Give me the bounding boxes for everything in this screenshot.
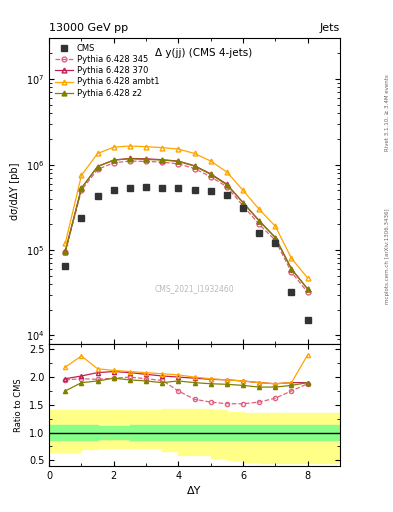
Pythia 6.428 z2 (305, 286, 310, 292)
Pythia 6.428 370 (273, 234, 278, 241)
Pythia 6.428 370 (128, 156, 132, 162)
Pythia 6.428 ambt1 (305, 275, 310, 281)
CMS (273, 240, 278, 246)
Pythia 6.428 z2 (128, 156, 132, 162)
Legend: CMS, Pythia 6.428 345, Pythia 6.428 370, Pythia 6.428 ambt1, Pythia 6.428 z2: CMS, Pythia 6.428 345, Pythia 6.428 370,… (51, 41, 162, 101)
Pythia 6.428 z2 (241, 200, 245, 206)
CMS (192, 186, 197, 193)
Pythia 6.428 ambt1 (241, 187, 245, 194)
Pythia 6.428 345 (111, 160, 116, 166)
Pythia 6.428 ambt1 (160, 144, 165, 151)
Pythia 6.428 370 (160, 157, 165, 163)
Pythia 6.428 z2 (273, 234, 278, 241)
Pythia 6.428 z2 (95, 163, 100, 169)
Pythia 6.428 345 (128, 158, 132, 164)
Pythia 6.428 z2 (79, 185, 84, 191)
Pythia 6.428 z2 (257, 218, 261, 224)
Pythia 6.428 345 (241, 203, 245, 209)
Pythia 6.428 345 (95, 166, 100, 173)
Pythia 6.428 z2 (224, 182, 229, 188)
Pythia 6.428 345 (160, 159, 165, 165)
Pythia 6.428 ambt1 (144, 144, 149, 150)
Pythia 6.428 345 (305, 289, 310, 295)
Pythia 6.428 z2 (63, 249, 68, 255)
Pythia 6.428 ambt1 (79, 172, 84, 178)
CMS (224, 192, 229, 198)
Pythia 6.428 z2 (176, 158, 181, 164)
Pythia 6.428 ambt1 (224, 169, 229, 175)
Pythia 6.428 z2 (208, 171, 213, 177)
X-axis label: ΔY: ΔY (187, 486, 202, 496)
Pythia 6.428 370 (95, 163, 100, 169)
Y-axis label: Ratio to CMS: Ratio to CMS (14, 378, 23, 432)
Pythia 6.428 370 (208, 171, 213, 177)
Pythia 6.428 345 (192, 165, 197, 172)
Pythia 6.428 345 (224, 184, 229, 190)
Pythia 6.428 370 (63, 248, 68, 254)
CMS (208, 188, 213, 194)
Pythia 6.428 z2 (144, 156, 149, 162)
CMS (63, 263, 68, 269)
Pythia 6.428 ambt1 (257, 206, 261, 212)
Y-axis label: dσ/dΔY [pb]: dσ/dΔY [pb] (10, 162, 20, 220)
Text: 13000 GeV pp: 13000 GeV pp (49, 23, 128, 33)
Text: Rivet 3.1.10, ≥ 3.4M events: Rivet 3.1.10, ≥ 3.4M events (385, 74, 389, 151)
Text: CMS_2021_I1932460: CMS_2021_I1932460 (155, 284, 234, 293)
Pythia 6.428 ambt1 (208, 158, 213, 164)
Pythia 6.428 370 (257, 218, 261, 224)
CMS (241, 205, 245, 211)
Pythia 6.428 345 (63, 249, 68, 255)
Pythia 6.428 370 (241, 200, 245, 206)
CMS (257, 229, 261, 236)
CMS (289, 289, 294, 295)
Pythia 6.428 370 (224, 181, 229, 187)
Pythia 6.428 370 (289, 266, 294, 272)
CMS (95, 193, 100, 199)
CMS (144, 184, 149, 190)
Text: mcplots.cern.ch [arXiv:1306.3436]: mcplots.cern.ch [arXiv:1306.3436] (385, 208, 389, 304)
Pythia 6.428 ambt1 (95, 151, 100, 157)
Line: Pythia 6.428 ambt1: Pythia 6.428 ambt1 (63, 143, 310, 281)
Pythia 6.428 370 (176, 158, 181, 164)
Pythia 6.428 z2 (289, 266, 294, 272)
Pythia 6.428 z2 (160, 157, 165, 163)
Pythia 6.428 ambt1 (128, 143, 132, 149)
Pythia 6.428 345 (257, 221, 261, 227)
Pythia 6.428 370 (192, 163, 197, 169)
Pythia 6.428 370 (144, 156, 149, 162)
Pythia 6.428 370 (305, 286, 310, 292)
Pythia 6.428 345 (208, 174, 213, 180)
Line: CMS: CMS (62, 184, 311, 324)
Pythia 6.428 345 (273, 237, 278, 243)
CMS (305, 317, 310, 324)
Pythia 6.428 ambt1 (289, 255, 294, 262)
CMS (160, 185, 165, 191)
Pythia 6.428 z2 (111, 157, 116, 163)
Pythia 6.428 z2 (192, 163, 197, 169)
CMS (79, 215, 84, 221)
Line: Pythia 6.428 370: Pythia 6.428 370 (63, 156, 310, 291)
Pythia 6.428 345 (79, 187, 84, 194)
Pythia 6.428 ambt1 (176, 146, 181, 152)
Pythia 6.428 ambt1 (273, 223, 278, 229)
Pythia 6.428 345 (144, 158, 149, 164)
Line: Pythia 6.428 345: Pythia 6.428 345 (63, 159, 310, 295)
CMS (128, 185, 132, 191)
Pythia 6.428 345 (176, 161, 181, 167)
Text: Δ y(jj) (CMS 4-jets): Δ y(jj) (CMS 4-jets) (154, 48, 252, 57)
Pythia 6.428 345 (289, 269, 294, 275)
Pythia 6.428 ambt1 (63, 240, 68, 246)
Text: Jets: Jets (320, 23, 340, 33)
Pythia 6.428 370 (111, 157, 116, 163)
Line: Pythia 6.428 z2: Pythia 6.428 z2 (63, 156, 310, 291)
CMS (111, 186, 116, 193)
Pythia 6.428 370 (79, 185, 84, 191)
Pythia 6.428 ambt1 (111, 144, 116, 150)
Pythia 6.428 ambt1 (192, 151, 197, 157)
CMS (176, 185, 181, 191)
